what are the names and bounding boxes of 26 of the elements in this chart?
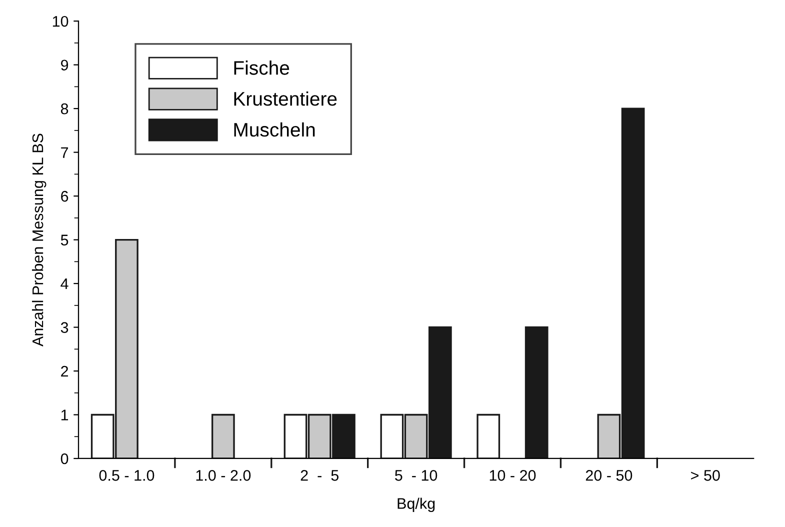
x-tick-label: > 50: [691, 470, 720, 481]
bar: [211, 414, 235, 458]
y-tick-label: 4: [60, 278, 68, 290]
y-tick-label: 7: [61, 147, 68, 158]
legend-label: Krustentiere: [234, 91, 337, 106]
x-axis-title: Bq/kg: [398, 498, 435, 512]
x-tick-label: 20 - 50: [586, 470, 632, 481]
y-tick-label: 6: [61, 190, 68, 202]
y-tick-label: 10: [52, 16, 68, 27]
y-tick-label: 0: [60, 453, 68, 464]
y-tick-label: 2: [61, 366, 68, 377]
x-tick-label: 2 - 5: [300, 470, 338, 481]
legend-label: Muscheln: [234, 122, 315, 137]
bar: [476, 414, 500, 458]
bar: [524, 326, 548, 458]
y-tick-label: 8: [60, 103, 68, 114]
x-tick-label: 1.0 - 2.0: [196, 470, 251, 481]
x-tick-label: 5 - 10: [395, 470, 438, 481]
legend-label: Fische: [234, 60, 290, 75]
y-tick-label: 1: [61, 410, 68, 420]
x-tick-label: 10 - 20: [490, 470, 536, 481]
y-axis-title: Anzahl Proben Messung KL BS: [32, 134, 46, 346]
x-tick-label: 0.5 - 1.0: [99, 470, 154, 481]
y-tick-label: 9: [61, 60, 68, 71]
y-tick-label: 5: [60, 234, 68, 246]
y-tick-label: 3: [60, 322, 68, 333]
